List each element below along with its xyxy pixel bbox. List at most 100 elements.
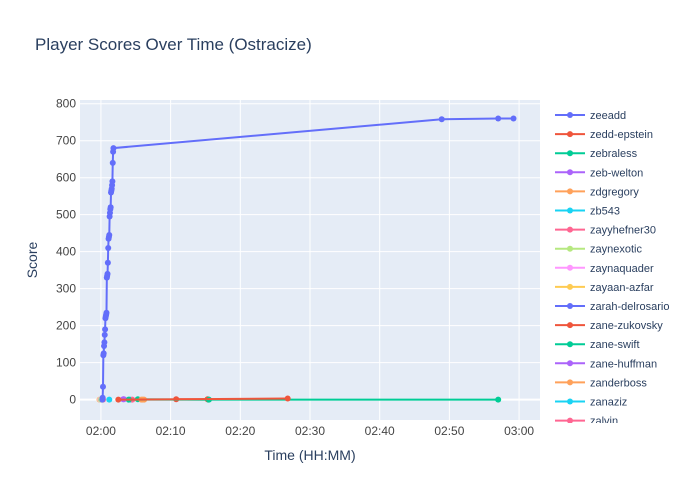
data-point[interactable]	[100, 383, 106, 390]
x-tick-label: 03:00	[504, 424, 534, 438]
x-tick-label: 02:00	[86, 424, 116, 438]
legend-label: zanaziz	[590, 397, 627, 409]
series-zeeadd[interactable]	[99, 115, 517, 403]
data-point[interactable]	[495, 396, 502, 403]
legend-item[interactable]: zebraless	[555, 148, 638, 160]
x-tick-label: 02:20	[225, 424, 255, 438]
data-point[interactable]	[438, 116, 445, 123]
data-point[interactable]	[510, 115, 517, 122]
legend-label: zalvin	[590, 416, 618, 428]
data-point[interactable]	[106, 232, 113, 239]
series-zb543[interactable]	[106, 396, 113, 403]
x-tick-label: 02:40	[365, 424, 395, 438]
data-point[interactable]	[110, 145, 117, 152]
legend-marker-icon	[567, 226, 573, 233]
legend-marker-icon	[567, 150, 573, 157]
legend-item[interactable]: zaynexotic	[555, 244, 642, 256]
x-axis-label: Time (HH:MM)	[264, 447, 355, 463]
legend-item[interactable]: zanaziz	[555, 397, 627, 409]
legend-item[interactable]: zdgregory	[555, 186, 639, 198]
legend-item[interactable]: zayyhefner30	[555, 225, 656, 237]
legend-item[interactable]: zeb-welton	[555, 167, 643, 179]
y-tick-label: 400	[56, 245, 76, 259]
legend-label: zeeadd	[590, 110, 626, 122]
legend-item[interactable]: zane-swift	[555, 339, 640, 351]
y-tick-label: 500	[56, 208, 76, 222]
legend-item[interactable]: zarah-delrosario	[555, 301, 669, 313]
legend-marker-icon	[567, 188, 573, 195]
legend-marker-icon	[567, 245, 573, 252]
y-tick-label: 100	[56, 356, 76, 370]
legend-item[interactable]: zb543	[555, 206, 620, 218]
legend-marker-icon	[567, 283, 573, 290]
y-axis-label: Score	[24, 242, 40, 279]
x-tick-label: 02:10	[156, 424, 186, 438]
data-point[interactable]	[109, 178, 116, 185]
legend-marker-icon	[567, 379, 573, 386]
data-point[interactable]	[109, 159, 116, 166]
legend-marker-icon	[567, 417, 573, 423]
legend-marker-icon	[567, 112, 573, 118]
legend-label: zebraless	[590, 148, 638, 160]
legend[interactable]: zeeadd zedd-epstein zebraless zeb-welton zdg…	[555, 110, 669, 428]
data-point[interactable]	[104, 270, 111, 277]
data-point[interactable]	[99, 394, 106, 401]
data-point[interactable]	[106, 396, 113, 403]
legend-marker-icon	[567, 207, 573, 214]
legend-label: zayaan-azfar	[590, 282, 654, 294]
legend-label: zarah-delrosario	[590, 301, 669, 313]
data-point[interactable]	[107, 204, 114, 211]
legend-marker-icon	[567, 169, 573, 176]
data-point[interactable]	[101, 339, 108, 346]
x-tick-label: 02:50	[434, 424, 464, 438]
data-point[interactable]	[101, 331, 108, 338]
legend-item[interactable]: zaynaquader	[555, 263, 654, 275]
series-line	[118, 397, 288, 401]
legend-item[interactable]: zeeadd	[555, 110, 626, 122]
legend-item[interactable]: zayaan-azfar	[555, 282, 654, 294]
legend-marker-icon	[567, 322, 573, 329]
legend-label: zane-huffman	[590, 358, 657, 370]
y-tick-label: 800	[56, 97, 76, 111]
y-tick-label: 200	[56, 319, 76, 333]
y-tick-label: 0	[69, 393, 76, 407]
series-zedd-epstein[interactable]	[115, 395, 291, 403]
legend-marker-icon	[567, 341, 573, 348]
legend-item[interactable]: zanderboss	[555, 377, 647, 389]
data-point[interactable]	[284, 395, 291, 402]
legend-label: zane-swift	[590, 339, 640, 351]
legend-marker-icon	[567, 398, 573, 405]
legend-marker-icon	[567, 131, 573, 138]
legend-item[interactable]: zane-huffman	[555, 358, 657, 370]
data-point[interactable]	[102, 326, 109, 333]
y-tick-label: 600	[56, 171, 76, 185]
legend-item[interactable]: zedd-epstein	[555, 129, 653, 141]
legend-label: zane-zukovsky	[590, 320, 663, 332]
x-tick-label: 02:30	[295, 424, 325, 438]
legend-label: zanderboss	[590, 377, 647, 389]
data-point[interactable]	[104, 259, 111, 266]
data-point[interactable]	[105, 244, 112, 251]
data-point[interactable]	[103, 309, 110, 316]
legend-label: zaynaquader	[590, 263, 654, 275]
data-point[interactable]	[495, 115, 502, 122]
legend-marker-icon	[567, 264, 573, 271]
y-tick-label: 300	[56, 282, 76, 296]
legend-item[interactable]: zalvin	[555, 416, 618, 428]
legend-label: zaynexotic	[590, 244, 642, 256]
chart-title: Player Scores Over Time (Ostracize)	[35, 35, 312, 54]
y-axis-ticks: 0 100 200 300 400 500 600 700 800	[56, 97, 76, 407]
legend-item[interactable]: zane-zukovsky	[555, 320, 663, 332]
y-tick-label: 700	[56, 134, 76, 148]
legend-label: zb543	[590, 206, 620, 218]
data-point[interactable]	[100, 350, 107, 357]
legend-label: zeb-welton	[590, 167, 643, 179]
legend-marker-icon	[567, 303, 573, 309]
data-point[interactable]	[115, 396, 122, 403]
series-layer	[96, 115, 517, 403]
legend-label: zdgregory	[590, 186, 639, 198]
x-axis-ticks: 02:00 02:10 02:20 02:30 02:40 02:50 03:00	[86, 424, 535, 438]
legend-label: zayyhefner30	[590, 225, 656, 237]
legend-marker-icon	[567, 360, 573, 367]
